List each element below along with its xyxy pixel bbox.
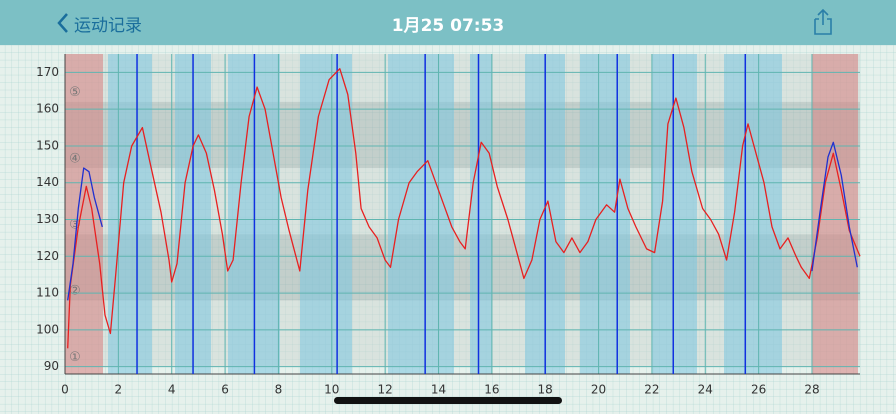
y-tick-label: 100 — [36, 322, 59, 336]
series-line — [67, 167, 103, 301]
x-tick-label: 16 — [484, 383, 499, 397]
x-tick-label: 20 — [591, 383, 606, 397]
x-tick-label: 0 — [61, 383, 69, 397]
y-tick-label: 110 — [36, 286, 59, 300]
y-tick-label: 90 — [44, 359, 59, 373]
x-tick-label: 4 — [168, 383, 176, 397]
x-tick-label: 12 — [377, 383, 392, 397]
x-tick-label: 24 — [698, 383, 713, 397]
x-tick-label: 26 — [751, 383, 766, 397]
x-tick-label: 8 — [275, 383, 283, 397]
zone-label: ① — [69, 350, 81, 365]
x-tick-label: 10 — [324, 383, 339, 397]
zone-label: ⑤ — [69, 85, 81, 100]
y-tick-label: 120 — [36, 249, 59, 263]
share-icon[interactable] — [812, 8, 834, 36]
x-tick-label: 22 — [644, 383, 659, 397]
zone-label: ③ — [69, 218, 81, 233]
x-tick-label: 14 — [431, 383, 446, 397]
x-tick-label: 6 — [221, 383, 229, 397]
y-tick-label: 160 — [36, 102, 59, 116]
back-icon[interactable] — [56, 12, 70, 34]
series-line — [811, 141, 858, 272]
zone-label: ④ — [69, 151, 81, 166]
zone-label: ② — [69, 284, 81, 299]
nav-title: 1月25 07:53 — [391, 16, 505, 36]
y-tick-label: 130 — [36, 212, 59, 226]
back-button[interactable]: 运动记录 — [74, 16, 142, 36]
nav-bar: 运动记录 1月25 07:53 — [0, 0, 896, 45]
series-line — [67, 68, 861, 349]
x-tick-label: 18 — [538, 383, 553, 397]
y-tick-label: 150 — [36, 138, 59, 152]
home-indicator — [334, 397, 562, 404]
x-tick-label: 2 — [115, 383, 123, 397]
x-tick-label: 28 — [804, 383, 819, 397]
y-tick-label: 140 — [36, 175, 59, 189]
y-tick-label: 170 — [36, 65, 59, 79]
